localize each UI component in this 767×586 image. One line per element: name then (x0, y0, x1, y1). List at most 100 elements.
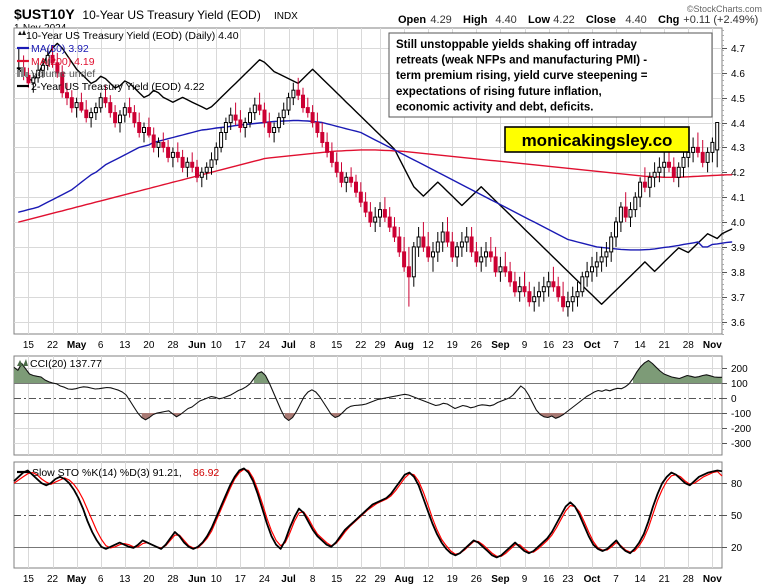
stockcharts-credit: ©StockCharts.com (687, 4, 762, 14)
date-tick-label: Oct (584, 340, 601, 351)
candle-body (223, 122, 228, 133)
candle-body (657, 166, 662, 173)
watermark-text: monicakingsley.co (522, 131, 673, 150)
volume-legend-icon-3 (25, 72, 28, 77)
candle-body (363, 201, 368, 213)
watermark: monicakingsley.co (504, 126, 690, 153)
cci-axis-label: -100 (731, 409, 751, 420)
stochastic-axis-label: 50 (731, 511, 743, 522)
candle-body (464, 236, 469, 243)
price-legend: 10-Year US Treasury Yield (EOD) (Daily) … (17, 30, 239, 93)
date-tick-label: 14 (635, 574, 647, 585)
candle-body (493, 256, 498, 273)
date-tick-label: 12 (423, 574, 435, 585)
candle-body (113, 112, 118, 124)
date-tick-label: Jun (188, 340, 206, 351)
candle-body (219, 132, 224, 148)
candle-body (320, 132, 325, 143)
date-tick-label: 15 (331, 574, 343, 585)
candle-body (695, 146, 700, 153)
candle-body (575, 291, 580, 298)
quote-change-label: Chg (658, 14, 679, 26)
date-tick-label: 16 (543, 340, 555, 351)
date-tick-label: Jun (188, 574, 206, 585)
candle-body (406, 266, 411, 278)
candle-body (252, 104, 257, 114)
price-date-axis: 15 22 May 6 13 20 28 Jun 10 17 24 Jul 8 15 22 29 Aug 12 19… (23, 340, 722, 351)
stochastic-date-axis: 15 22 May 6 13 20 28 Jun 10 17 24 Jul 8 15 22 29 Aug 12 19… (23, 574, 722, 585)
cci-axis-label: 200 (731, 364, 748, 375)
candle-body (614, 221, 618, 238)
candle-body (137, 122, 142, 133)
candle-body (209, 159, 214, 168)
candle-body (272, 127, 277, 133)
date-tick-label: 10 (211, 340, 223, 351)
candle-body (50, 54, 55, 64)
date-tick-label: 19 (447, 340, 459, 351)
price-axis-label: 3.6 (731, 318, 745, 329)
quote-close-value: 4.40 (625, 14, 646, 26)
cci-legend: CCI(20) 137.77 (17, 358, 102, 370)
date-tick-label: 7 (613, 574, 619, 585)
date-tick-label: 15 (331, 340, 343, 351)
watermark-background (504, 126, 690, 153)
candle-body (604, 251, 609, 258)
candle-body (411, 246, 416, 278)
legend-ma200-label: MA(200) 4.19 (31, 56, 95, 68)
candle-body (233, 114, 238, 121)
candle-body (628, 209, 633, 218)
candle-body (676, 166, 681, 178)
date-tick-label: 8 (310, 574, 316, 585)
candle-body (368, 211, 373, 223)
candle-body (561, 296, 566, 308)
symbol-title: $UST10Y (14, 6, 75, 22)
stochastic-axis: 80 50 20 (14, 479, 743, 554)
date-tick-label: 15 (23, 340, 35, 351)
candle-body (305, 107, 310, 114)
candle-body (551, 281, 556, 288)
candle-body (175, 151, 180, 158)
date-tick-label: 17 (235, 340, 247, 351)
candle-body (103, 97, 108, 104)
date-tick-label: 28 (683, 574, 695, 585)
candle-body (594, 261, 599, 268)
candle-body (691, 146, 696, 153)
price-axis-label: 3.8 (731, 268, 745, 279)
candle-body (459, 241, 464, 248)
candle-body (118, 114, 122, 124)
price-axis-label: 3.9 (731, 243, 745, 254)
date-tick-label: 22 (47, 340, 59, 351)
date-tick-label: Nov (703, 340, 722, 351)
quote-close-label: Close (586, 14, 616, 26)
candle-body (416, 236, 421, 248)
date-tick-label: 22 (47, 574, 59, 585)
candle-body (647, 176, 652, 188)
candle-body (26, 74, 31, 84)
candle-body (508, 271, 513, 283)
annotation-box-background[interactable] (388, 32, 713, 118)
candle-body (36, 69, 41, 79)
candle-body (618, 206, 623, 223)
legend-price-label: 10-Year US Treasury Yield (EOD) (Daily) … (26, 30, 239, 42)
candle-body (522, 286, 527, 293)
candle-body (705, 151, 710, 163)
candle-body (122, 107, 127, 116)
cci-axis-label: -300 (731, 439, 751, 450)
candle-body (146, 127, 151, 136)
candle-body (166, 146, 171, 158)
date-tick-label: 14 (635, 340, 647, 351)
candle-body (445, 231, 450, 243)
candle-body (349, 176, 354, 183)
date-tick-label: 8 (310, 340, 316, 351)
candle-body (156, 141, 161, 148)
volume-legend-icon (17, 70, 20, 77)
date-tick-label: 17 (235, 574, 247, 585)
date-tick-label: Jul (281, 574, 296, 585)
cci-line (13, 359, 722, 422)
candle-body (286, 97, 291, 111)
annotation-box[interactable]: Still unstoppable yields shaking off int… (388, 32, 713, 118)
candle-body (60, 72, 65, 94)
ma200-line (18, 149, 733, 223)
candle-body (474, 251, 479, 263)
date-tick-label: 28 (683, 340, 695, 351)
